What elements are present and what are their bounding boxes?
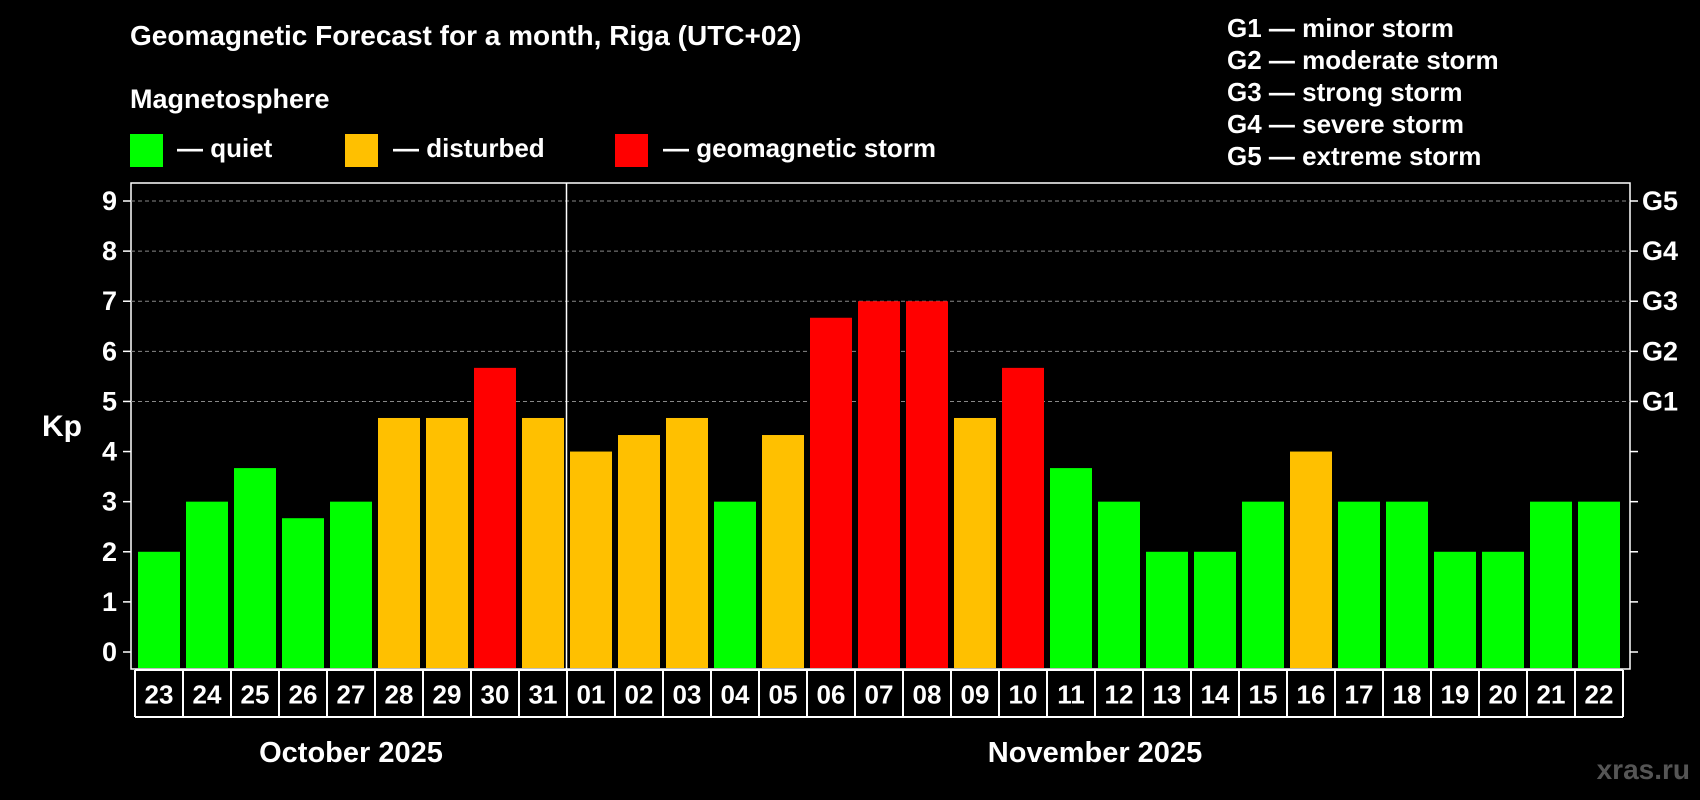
bar-11 xyxy=(1050,468,1092,668)
bar-17 xyxy=(1338,501,1380,668)
bar-22 xyxy=(1578,501,1620,668)
bar-26 xyxy=(282,518,324,668)
bar-28 xyxy=(378,417,420,668)
day-label: 10 xyxy=(1009,680,1038,710)
day-label: 25 xyxy=(241,680,270,710)
day-label: 08 xyxy=(913,680,942,710)
day-label: 12 xyxy=(1105,680,1134,710)
y-tick-label: 2 xyxy=(102,537,117,567)
y-tick-label: 1 xyxy=(102,587,117,617)
y-tick-label: 3 xyxy=(102,487,117,517)
bar-06 xyxy=(810,317,852,668)
day-label: 15 xyxy=(1249,680,1278,710)
bar-23 xyxy=(138,551,180,668)
y-tick-label: 5 xyxy=(102,386,117,416)
bar-09 xyxy=(954,417,996,668)
day-label: 22 xyxy=(1585,680,1614,710)
day-label: 06 xyxy=(817,680,846,710)
day-label: 26 xyxy=(289,680,318,710)
bar-14 xyxy=(1194,551,1236,668)
y-tick-label: 7 xyxy=(102,286,117,316)
day-label: 23 xyxy=(145,680,174,710)
day-label: 02 xyxy=(625,680,654,710)
legend-label-storm: — geomagnetic storm xyxy=(663,133,937,163)
bar-01 xyxy=(570,451,612,668)
day-label: 31 xyxy=(529,680,558,710)
day-label: 19 xyxy=(1441,680,1470,710)
day-label: 04 xyxy=(721,680,750,710)
bar-18 xyxy=(1386,501,1428,668)
legend-heading: Magnetosphere xyxy=(130,84,330,114)
bar-29 xyxy=(426,417,468,668)
day-label: 27 xyxy=(337,680,366,710)
day-label: 13 xyxy=(1153,680,1182,710)
day-label: 03 xyxy=(673,680,702,710)
storm-scale-g3: G3 — strong storm xyxy=(1227,77,1463,107)
day-label: 24 xyxy=(193,680,222,710)
bar-12 xyxy=(1098,501,1140,668)
bar-25 xyxy=(234,468,276,668)
day-label: 14 xyxy=(1201,680,1230,710)
storm-level-label: G5 xyxy=(1642,186,1678,216)
day-label: 17 xyxy=(1345,680,1374,710)
y-tick-label: 0 xyxy=(102,637,117,667)
y-tick-label: 9 xyxy=(102,186,117,216)
bar-19 xyxy=(1434,551,1476,668)
bar-30 xyxy=(474,367,516,668)
day-label: 01 xyxy=(577,680,606,710)
bar-20 xyxy=(1482,551,1524,668)
legend-label-disturbed: — disturbed xyxy=(393,133,545,163)
bar-21 xyxy=(1530,501,1572,668)
day-label: 07 xyxy=(865,680,894,710)
day-label: 21 xyxy=(1537,680,1566,710)
bar-31 xyxy=(522,417,564,668)
bar-13 xyxy=(1146,551,1188,668)
month-label-october: October 2025 xyxy=(259,737,443,769)
day-label: 18 xyxy=(1393,680,1422,710)
bar-07 xyxy=(858,301,900,668)
month-label-november: November 2025 xyxy=(987,737,1203,769)
legend-label-quiet: — quiet xyxy=(177,133,273,163)
legend-swatch-storm xyxy=(615,134,648,167)
day-label: 16 xyxy=(1297,680,1326,710)
day-label: 29 xyxy=(433,680,462,710)
bar-15 xyxy=(1242,501,1284,668)
y-tick-label: 8 xyxy=(102,236,117,266)
day-label: 11 xyxy=(1057,680,1085,710)
day-label: 05 xyxy=(769,680,798,710)
y-tick-label: 4 xyxy=(102,437,117,467)
storm-level-label: G3 xyxy=(1642,286,1678,316)
day-label: 20 xyxy=(1489,680,1518,710)
storm-scale-g1: G1 — minor storm xyxy=(1227,13,1454,43)
chart-title: Geomagnetic Forecast for a month, Riga (… xyxy=(130,20,802,51)
y-axis-label: Kp xyxy=(42,410,82,443)
bar-05 xyxy=(762,435,804,668)
bar-08 xyxy=(906,301,948,668)
storm-level-label: G2 xyxy=(1642,336,1678,366)
bar-10 xyxy=(1002,367,1044,668)
watermark: xras.ru xyxy=(1596,754,1690,785)
day-label: 09 xyxy=(961,680,990,710)
storm-scale-g2: G2 — moderate storm xyxy=(1227,45,1499,75)
bar-03 xyxy=(666,417,708,668)
day-label: 30 xyxy=(481,680,510,710)
bar-04 xyxy=(714,501,756,668)
storm-level-label: G1 xyxy=(1642,386,1678,416)
storm-scale-g4: G4 — severe storm xyxy=(1227,109,1465,139)
y-tick-label: 6 xyxy=(102,336,117,366)
day-label: 28 xyxy=(385,680,414,710)
legend-swatch-disturbed xyxy=(345,134,378,167)
storm-scale-g5: G5 — extreme storm xyxy=(1227,141,1482,171)
bar-16 xyxy=(1290,451,1332,668)
bar-24 xyxy=(186,501,228,668)
bar-27 xyxy=(330,501,372,668)
storm-level-label: G4 xyxy=(1642,236,1678,266)
bar-02 xyxy=(618,435,660,668)
legend-swatch-quiet xyxy=(130,134,163,167)
